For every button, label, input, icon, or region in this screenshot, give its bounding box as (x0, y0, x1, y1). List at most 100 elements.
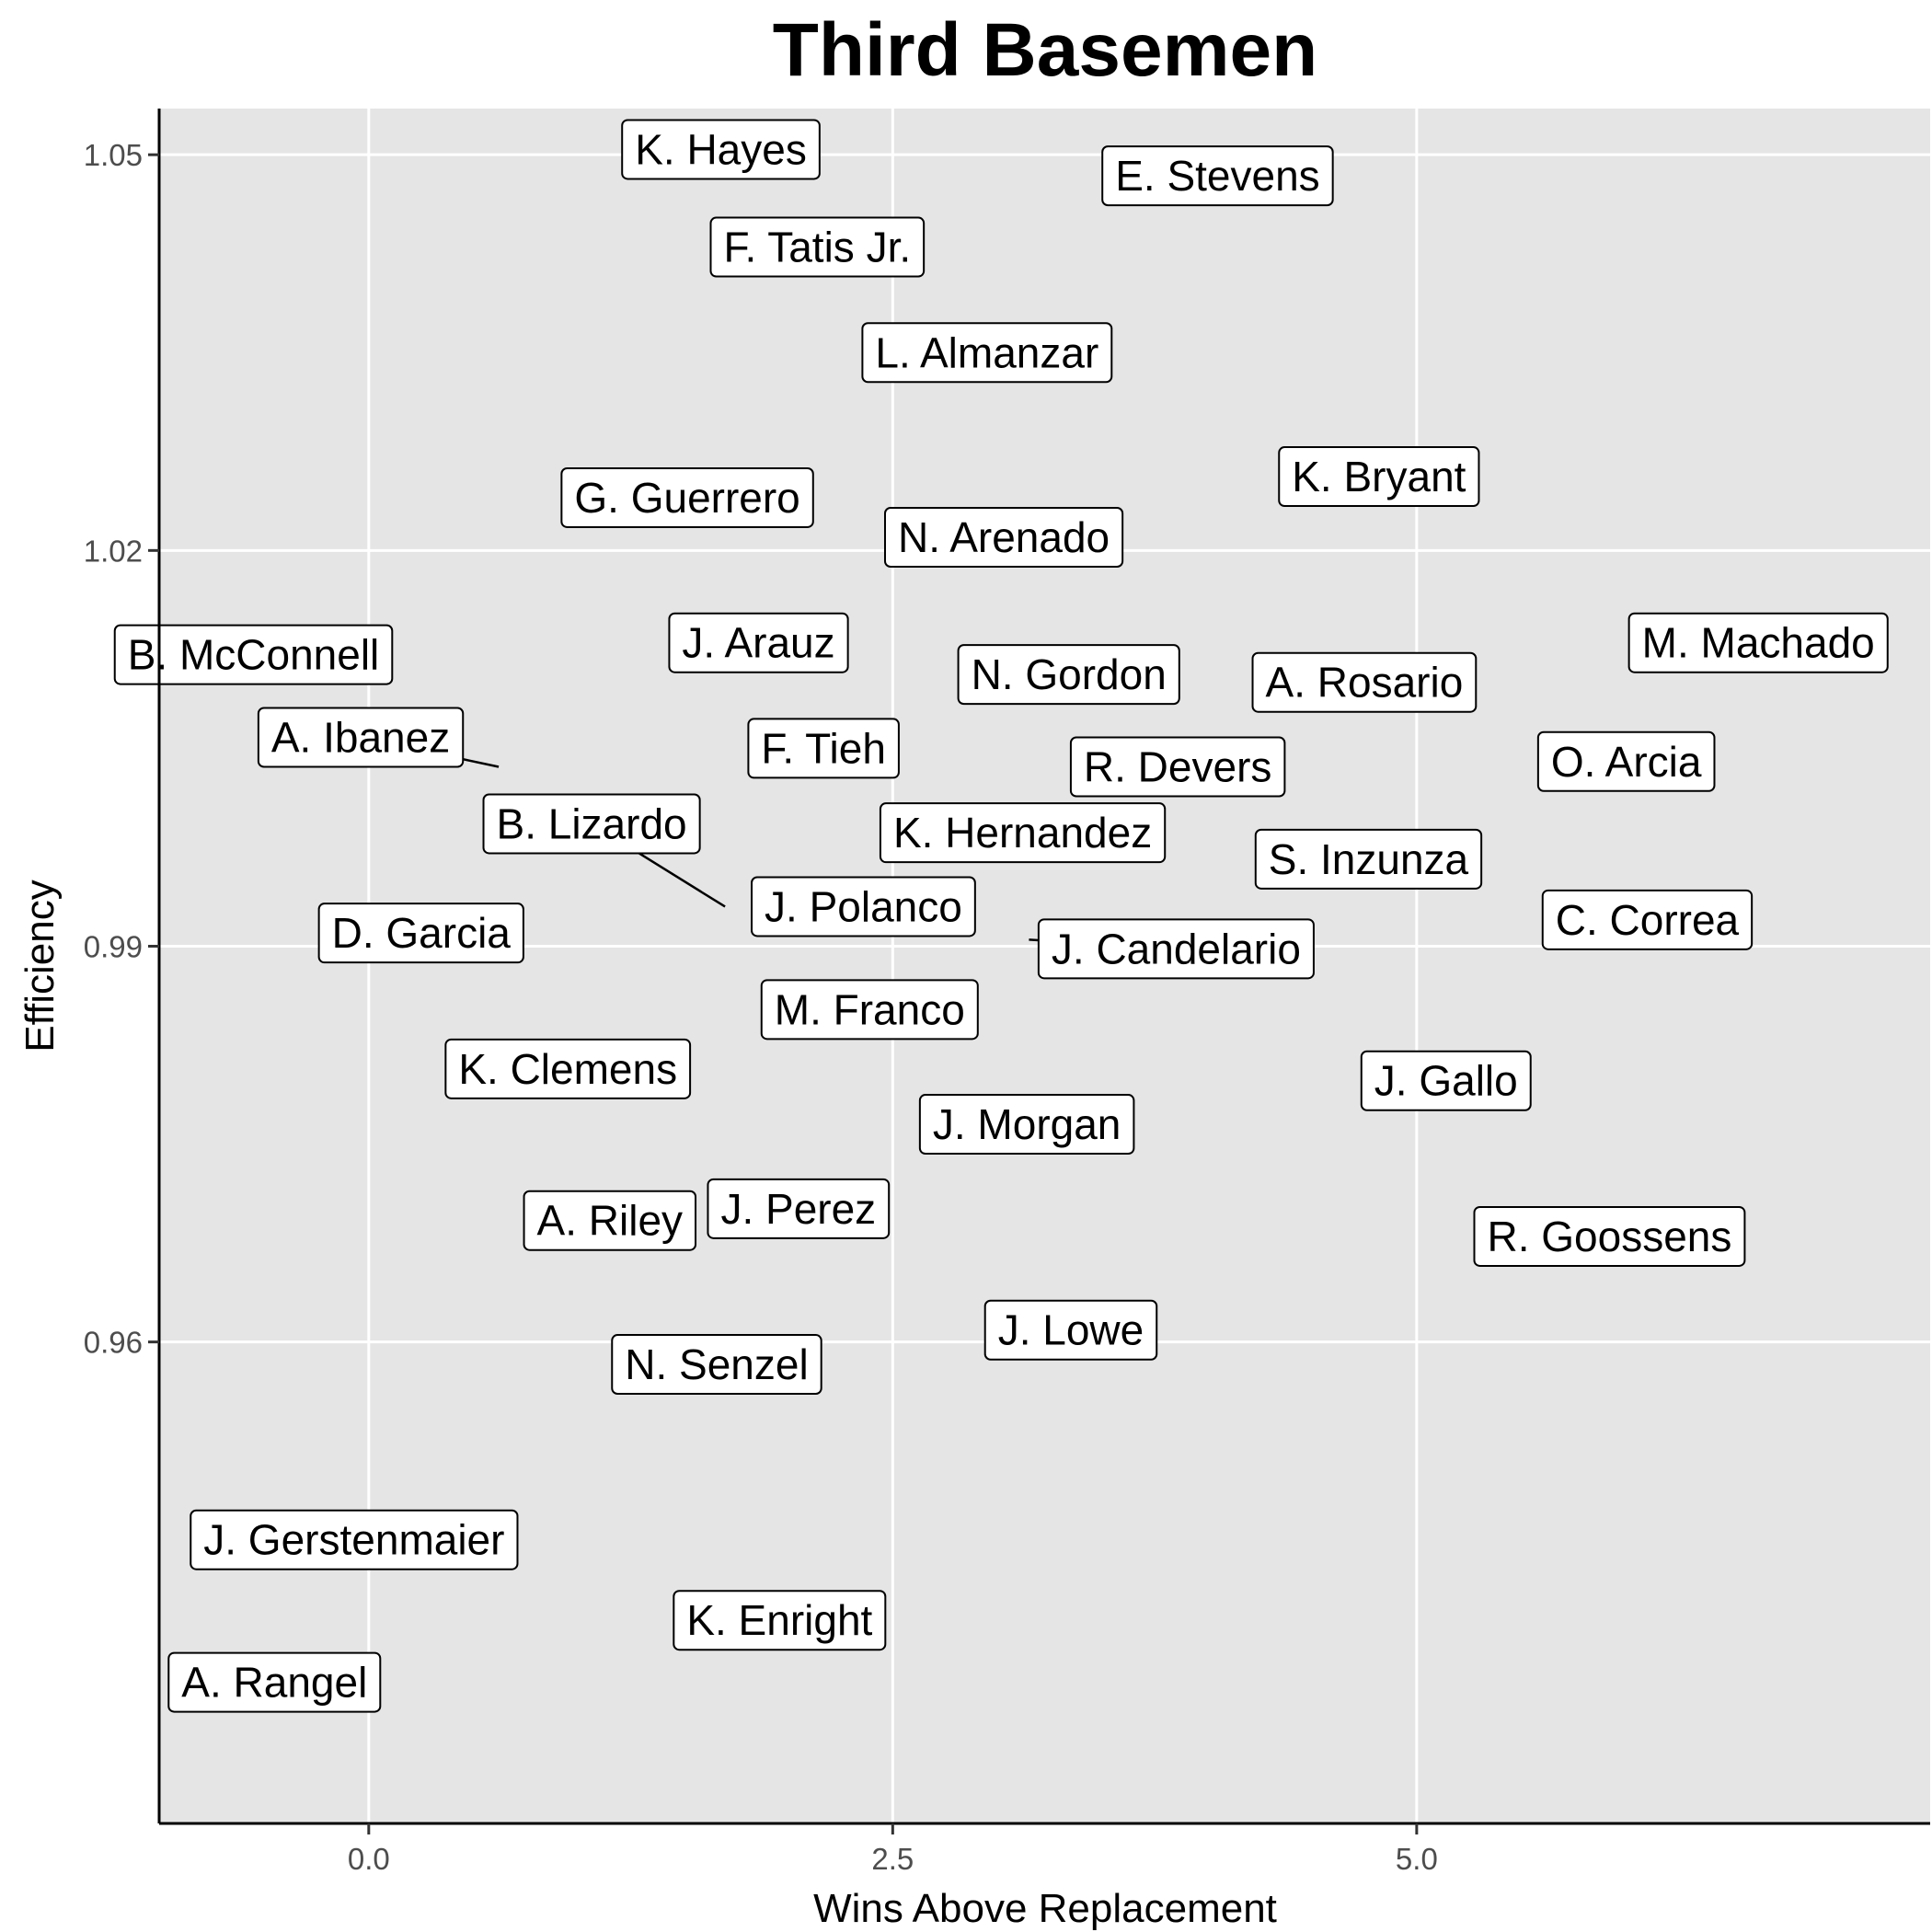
point-label: R. Goossens (1473, 1205, 1746, 1267)
point-label-text: F. Tatis Jr. (723, 224, 911, 271)
point-label-box (257, 707, 465, 768)
point-label-text: A. Rosario (1266, 659, 1464, 707)
x-tick-label-1: 2.5 (871, 1842, 914, 1876)
point-label-text: O. Arcia (1551, 738, 1702, 786)
point-label-text: N. Senzel (625, 1340, 808, 1388)
point-label-text: K. Hernandez (893, 809, 1152, 857)
point-label-text: C. Correa (1556, 896, 1740, 944)
point-label-box (957, 644, 1180, 706)
point-labels: K. Hayes E. Stevens F. Tatis Jr. L. Almanza… (113, 119, 1889, 1713)
point-label: M. Franco (760, 979, 979, 1041)
point-label: G. Guerrero (560, 466, 814, 528)
point-label: A. Ibanez (257, 707, 500, 768)
point-label: K. Enright (673, 1590, 887, 1651)
point-label: B. Lizardo (482, 793, 726, 908)
point-label-box (611, 1334, 822, 1396)
point-label-text: R. Goossens (1487, 1213, 1731, 1260)
point-label-box (444, 1038, 692, 1099)
point-label: D. Garcia (317, 903, 524, 964)
point-label-text: N. Arenado (898, 513, 1110, 561)
point-label-box (317, 903, 524, 964)
point-label: J. Polanco (751, 876, 976, 937)
point-label-text: F. Tieh (761, 724, 886, 772)
point-label-text: A. Riley (537, 1197, 683, 1245)
x-axis-title: Wins Above Replacement (813, 1886, 1277, 1931)
point-label-text: G. Guerrero (574, 474, 799, 522)
y-tick-label-1: 0.99 (84, 929, 143, 963)
point-label-text: B. Lizardo (497, 799, 687, 847)
point-label-box (709, 216, 926, 278)
point-label-box (1473, 1205, 1746, 1267)
point-label: J. Gerstenmaier (190, 1509, 519, 1570)
point-label-box (113, 624, 394, 685)
y-tick-label-0: 0.96 (84, 1326, 143, 1360)
point-label: A. Riley (523, 1190, 697, 1251)
x-tick-label-2: 5.0 (1396, 1842, 1438, 1876)
point-label-text: J. Gallo (1374, 1057, 1518, 1105)
point-label: A. Rosario (1251, 651, 1478, 713)
point-label-box (883, 507, 1124, 568)
point-label-text: J. Arauz (682, 619, 834, 667)
point-label-box (751, 876, 976, 937)
point-label-text: M. Franco (775, 985, 965, 1033)
point-label-box (1278, 446, 1480, 508)
point-label-box (1536, 730, 1716, 792)
point-label-box (1069, 736, 1286, 798)
point-label-box (1101, 145, 1334, 207)
point-label-box (673, 1590, 887, 1651)
point-label-text: K. Bryant (1292, 453, 1466, 500)
chart-title: Third Basemen (773, 8, 1317, 92)
point-label-text: J. Polanco (765, 882, 962, 930)
point-label: F. Tatis Jr. (709, 216, 926, 278)
point-label: K. Bryant (1278, 446, 1480, 508)
label-leader-line (638, 852, 726, 908)
point-label-box (560, 466, 814, 528)
point-label-text: J. Lowe (998, 1306, 1144, 1354)
point-label: B. McConnell (113, 624, 394, 685)
y-tick-label-3: 1.05 (84, 138, 143, 172)
point-label-box (1360, 1050, 1532, 1111)
point-label: J. Candelario (1029, 918, 1315, 980)
label-leader-line (1029, 938, 1039, 942)
point-label-box (167, 1651, 382, 1713)
point-label-text: L. Almanzar (875, 328, 1098, 376)
point-label-box (668, 612, 849, 673)
point-label-text: A. Ibanez (271, 713, 450, 761)
point-label: L. Almanzar (861, 322, 1113, 384)
point-label-box (918, 1094, 1135, 1156)
point-label: E. Stevens (1101, 145, 1334, 207)
point-label-box (760, 979, 979, 1041)
point-label-box (621, 119, 821, 180)
point-label: J. Gallo (1360, 1050, 1532, 1111)
point-label-text: R. Devers (1084, 742, 1271, 790)
point-label-box (1251, 651, 1478, 713)
point-label-box (983, 1299, 1158, 1361)
x-tick-label-0: 0.0 (348, 1842, 390, 1876)
point-label-box (707, 1178, 891, 1239)
point-label-text: K. Enright (686, 1596, 872, 1644)
point-label: N. Arenado (883, 507, 1124, 568)
point-label-box (879, 802, 1167, 864)
point-label: J. Perez (707, 1178, 891, 1239)
point-label-box (1627, 612, 1889, 673)
point-label-box (747, 718, 900, 779)
point-label-box (1037, 918, 1315, 980)
point-label-text: J. Perez (720, 1185, 876, 1233)
point-label-text: A. Rangel (181, 1659, 367, 1707)
point-label-text: B. McConnell (128, 631, 380, 679)
point-label: K. Clemens (444, 1038, 692, 1099)
point-label: J. Arauz (668, 612, 849, 673)
point-label-text: J. Gerstenmaier (203, 1516, 504, 1564)
point-label: F. Tieh (747, 718, 900, 779)
point-label-text: J. Morgan (933, 1100, 1121, 1148)
point-label: O. Arcia (1536, 730, 1716, 792)
point-label-box (482, 793, 701, 855)
point-label-text: E. Stevens (1115, 152, 1319, 200)
point-label: N. Senzel (611, 1334, 822, 1396)
point-label-text: K. Hayes (635, 125, 807, 173)
point-label-text: S. Inzunza (1269, 835, 1469, 883)
y-axis-title: Efficiency (17, 880, 63, 1052)
point-label-box (190, 1509, 519, 1570)
label-leader-line (462, 757, 500, 768)
